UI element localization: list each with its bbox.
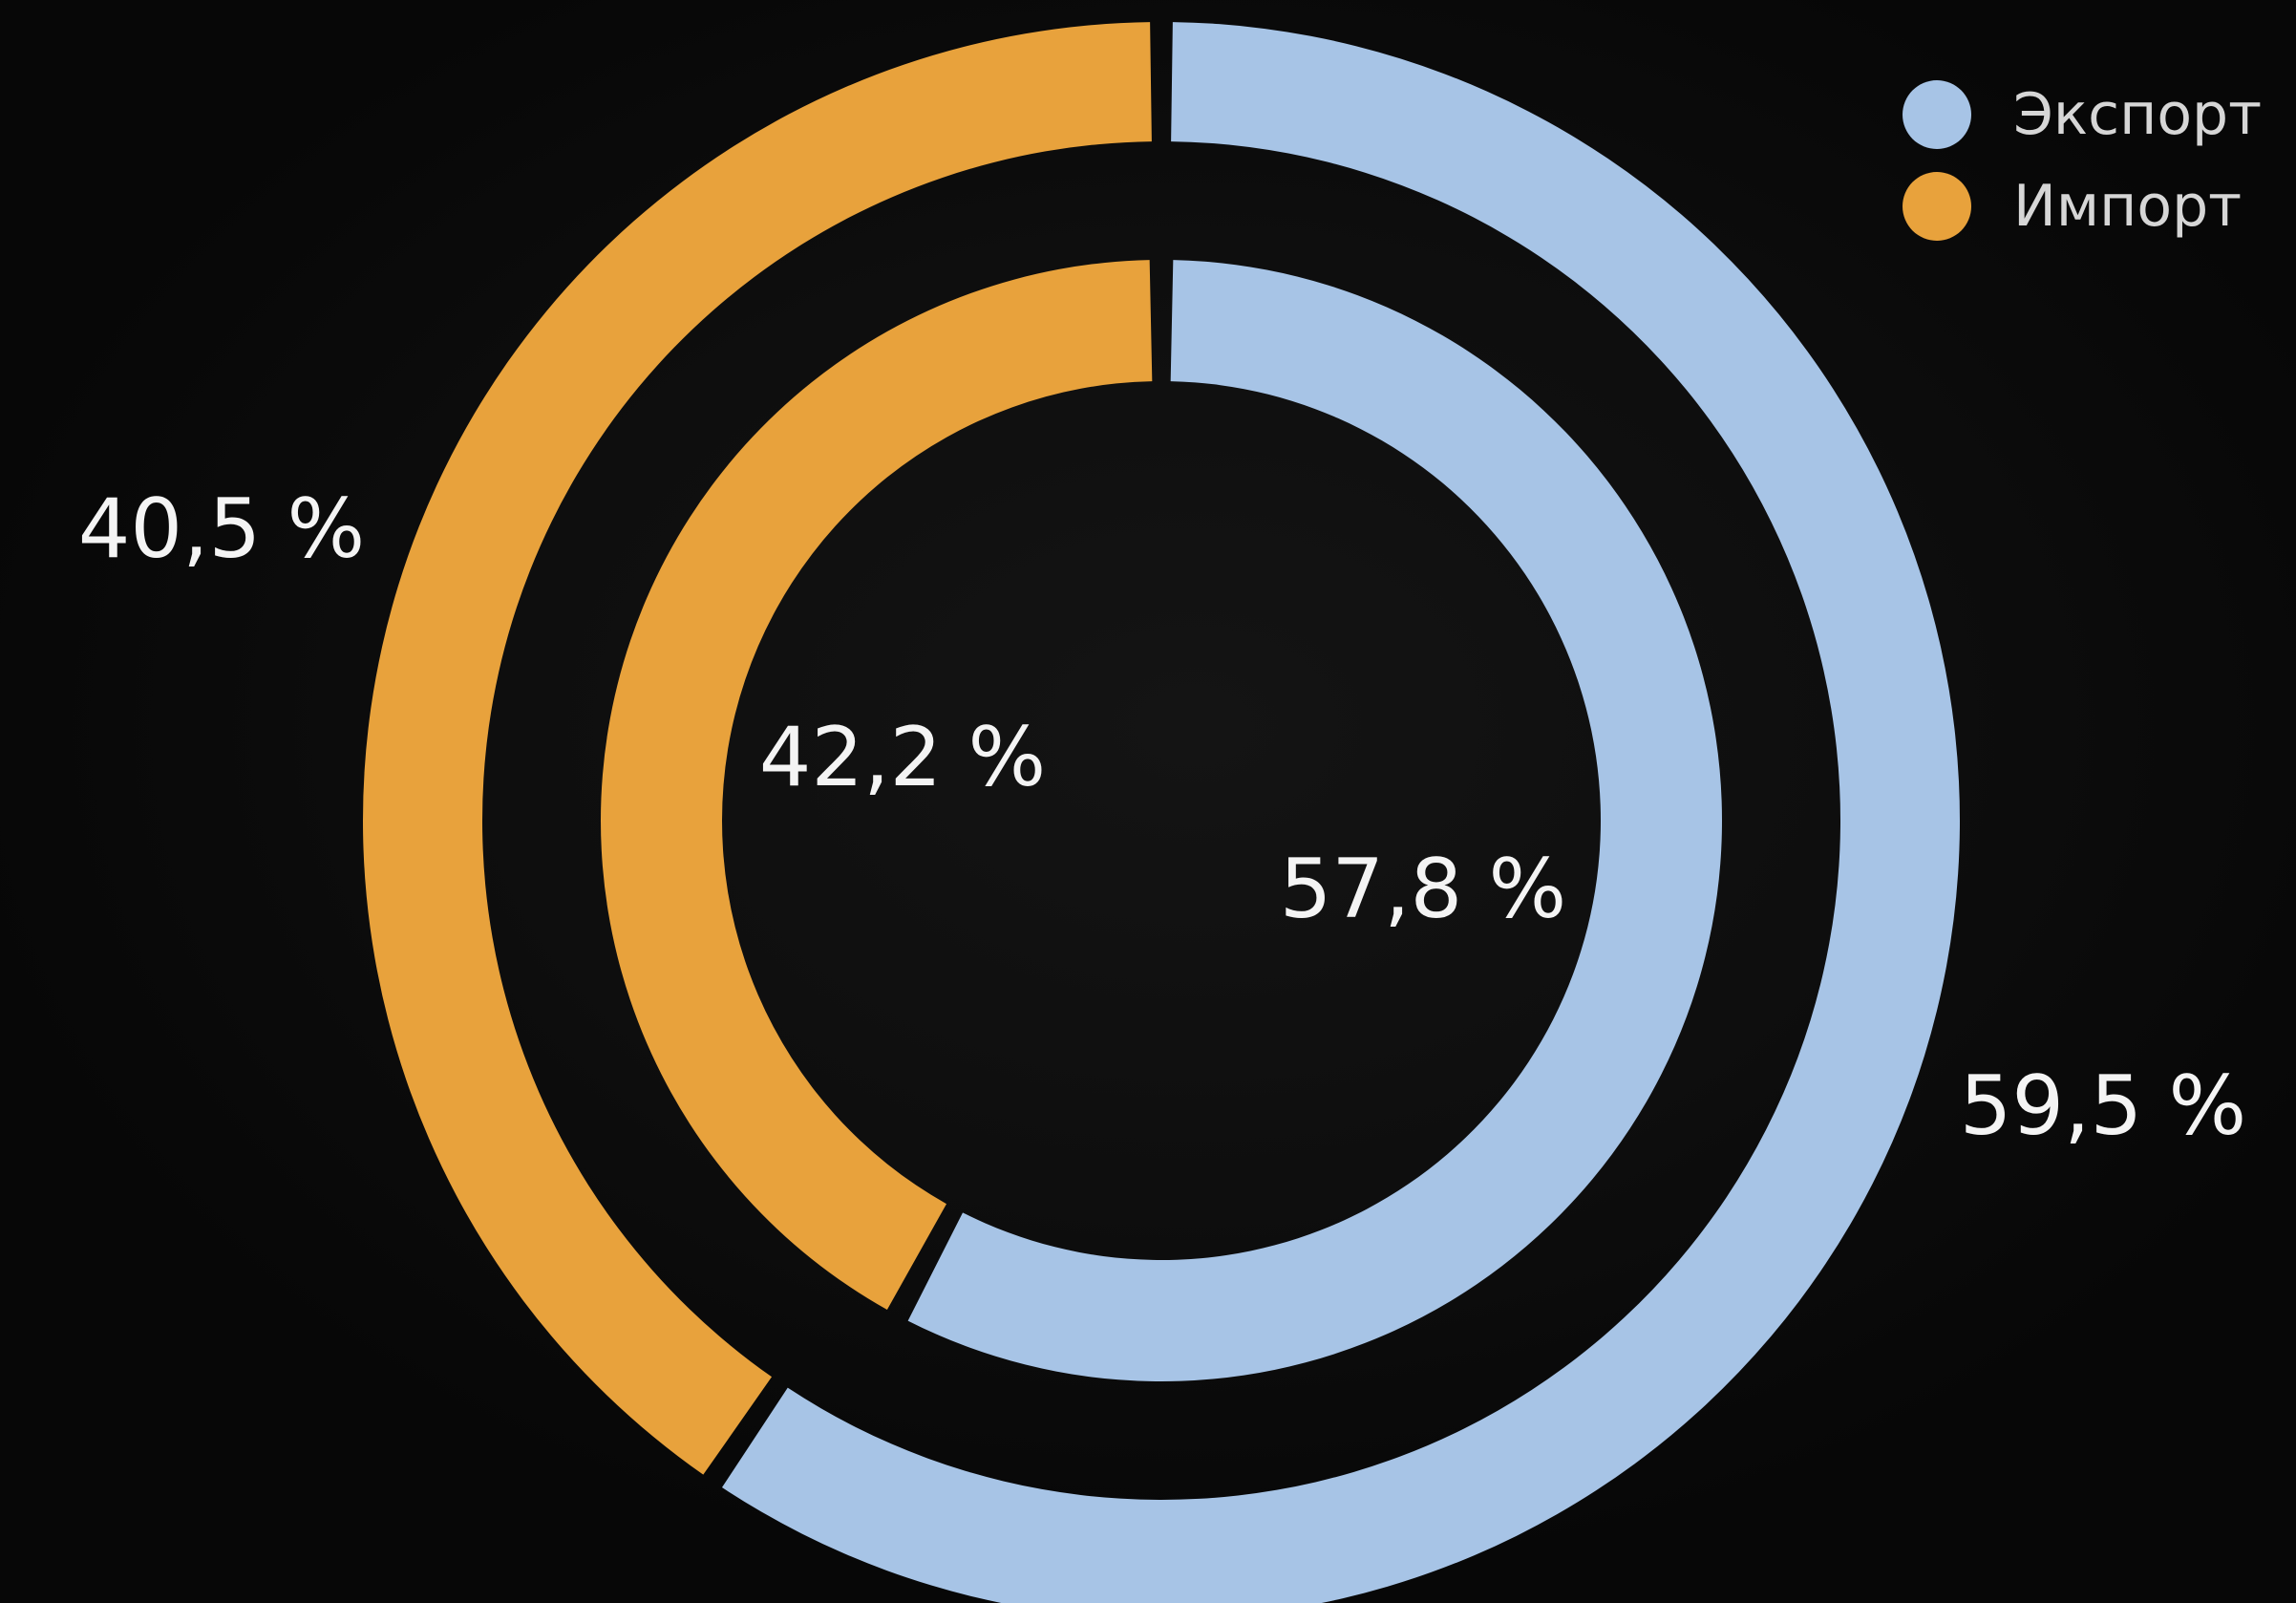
outer-ring-slice-export <box>721 22 1960 1603</box>
outer-ring-label-export: 59,5 % <box>1960 1058 2247 1154</box>
inner-ring-label-import: 42,2 % <box>759 710 1047 805</box>
legend-swatch-import <box>1903 172 1971 241</box>
legend-item-import: Импорт <box>1903 160 2262 252</box>
legend-label-export: Экспорт <box>2013 81 2263 148</box>
legend-item-export: Экспорт <box>1903 69 2262 160</box>
chart-legend: Экспорт Импорт <box>1903 69 2262 252</box>
inner-ring-slice-export <box>907 260 1722 1381</box>
legend-label-import: Импорт <box>2013 173 2243 240</box>
outer-ring-slice-import <box>363 22 1152 1475</box>
inner-ring-slice-import <box>600 260 1153 1310</box>
outer-ring-label-import: 40,5 % <box>78 481 366 577</box>
inner-ring-label-export: 57,8 % <box>1280 842 1567 937</box>
legend-swatch-export <box>1903 80 1971 149</box>
